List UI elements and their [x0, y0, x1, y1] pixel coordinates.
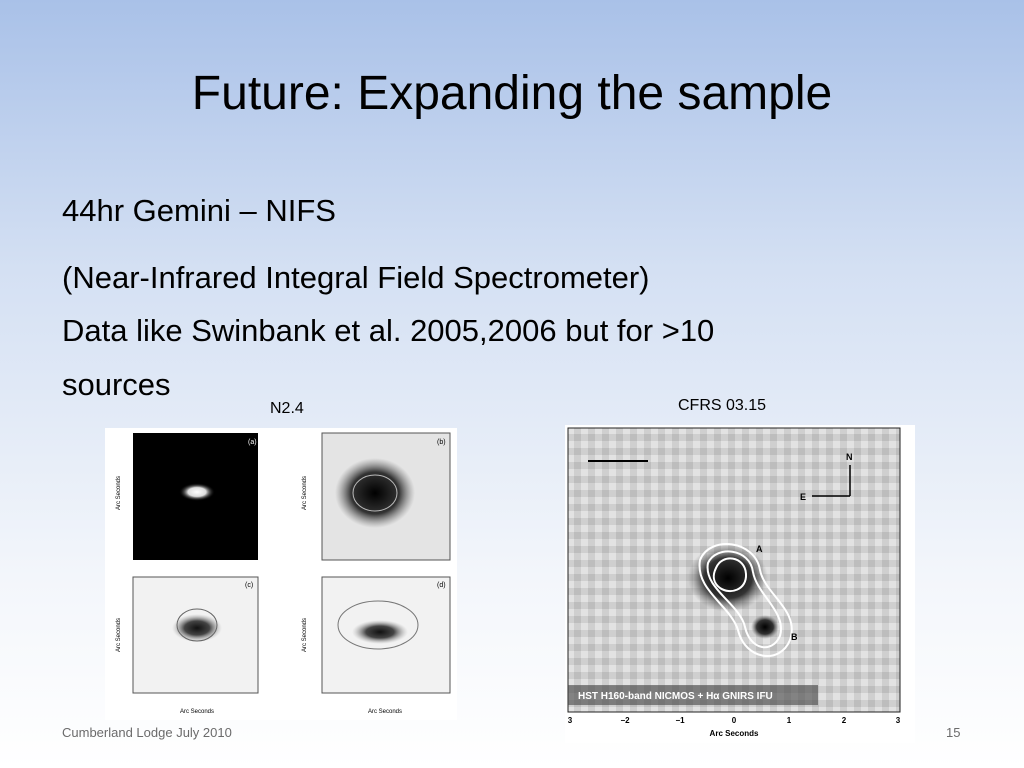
tick-label: 0: [732, 716, 737, 725]
legend-band: [568, 685, 818, 705]
source-image: [335, 458, 415, 528]
contour: [352, 474, 398, 512]
axis-label: Arc Seconds: [116, 476, 122, 510]
panel-label: (c): [245, 582, 253, 589]
tick-label: 2: [842, 716, 847, 725]
axis-label: Arc Seconds: [180, 709, 214, 715]
compass-label: N: [846, 452, 853, 462]
footer-text: Cumberland Lodge July 2010: [62, 725, 232, 740]
source-image: [352, 620, 408, 644]
contour: [712, 557, 748, 593]
source-image: [751, 615, 779, 639]
axis-label: Arc Seconds: [302, 618, 308, 652]
page-number: 15: [946, 725, 961, 740]
axis-label: Arc Seconds: [710, 729, 759, 738]
contour: [706, 550, 783, 649]
source-image: [179, 483, 215, 501]
source-label: A: [756, 544, 763, 554]
tick-label: 3: [896, 716, 901, 725]
body-line: sources: [62, 367, 171, 402]
axis-label: Arc Seconds: [368, 709, 402, 715]
axis-label: Arc Seconds: [302, 476, 308, 510]
tick-label: −1: [675, 716, 685, 725]
figure-caption: CFRS 03.15: [678, 397, 767, 414]
contours: [698, 543, 793, 657]
contour: [698, 543, 793, 657]
tick-label: 1: [787, 716, 792, 725]
body-line: (Near-Infrared Integral Field Spectromet…: [62, 260, 650, 295]
compass-label: E: [800, 492, 806, 502]
body-line: Data like Swinbank et al. 2005,2006 but …: [62, 313, 715, 348]
figure-legend: HST H160-band NICMOS + Hα GNIRS IFU: [578, 691, 773, 702]
panel-label: (a): [248, 439, 257, 446]
body-line: 44hr Gemini – NIFS: [62, 193, 336, 228]
slide-title: Future: Expanding the sample: [191, 67, 833, 120]
source-label: B: [791, 632, 798, 642]
panel-label: (b): [437, 439, 446, 446]
source-image: [172, 614, 222, 642]
panel-label: (d): [437, 582, 446, 589]
tick-label: −2: [620, 716, 630, 725]
tick-label: 3: [568, 716, 573, 725]
contour: [176, 608, 218, 642]
axis-label: Arc Seconds: [116, 618, 122, 652]
contour: [337, 600, 419, 650]
figure-caption: N2.4: [270, 400, 304, 417]
